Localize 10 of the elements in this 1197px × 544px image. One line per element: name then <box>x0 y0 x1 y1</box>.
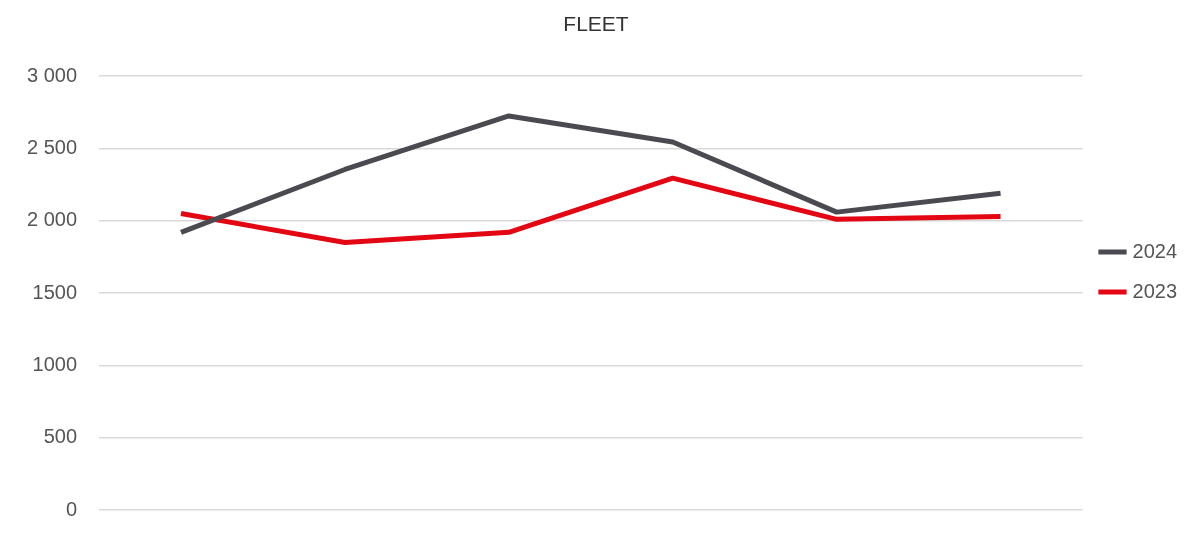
legend-label: 2024 <box>1132 239 1178 262</box>
y-tick-label: 500 <box>43 425 78 448</box>
y-tick-label: 3 000 <box>26 63 78 86</box>
y-tick-label: 1500 <box>32 280 78 303</box>
legend-label: 2023 <box>1132 279 1178 302</box>
y-tick-label: 2 000 <box>26 208 78 231</box>
y-tick-label: 1000 <box>32 352 78 375</box>
y-tick-label: 0 <box>65 497 78 520</box>
chart-title: FLEET <box>563 12 629 36</box>
y-tick-label: 2 500 <box>26 136 78 159</box>
